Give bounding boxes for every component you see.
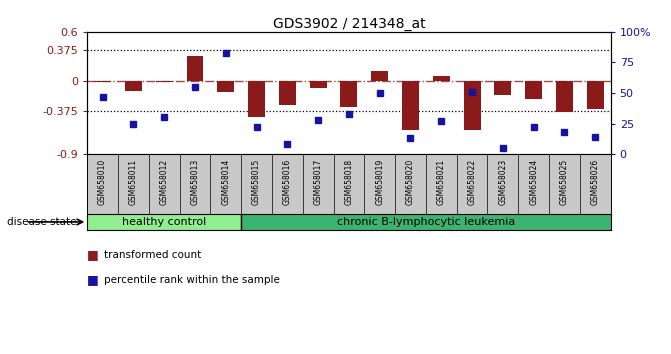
Bar [94, 81, 111, 82]
Text: GSM658023: GSM658023 [499, 159, 507, 205]
Text: GSM658024: GSM658024 [529, 159, 538, 205]
Bar [586, 81, 604, 109]
Text: GSM658015: GSM658015 [252, 159, 261, 205]
Bar [464, 81, 480, 130]
Bar [87, 214, 241, 230]
Text: GSM658021: GSM658021 [437, 159, 446, 205]
Text: GSM658017: GSM658017 [313, 159, 323, 205]
Text: GSM658016: GSM658016 [283, 159, 292, 205]
Bar [495, 81, 511, 95]
Text: healthy control: healthy control [122, 217, 206, 227]
Text: GSM658020: GSM658020 [406, 159, 415, 205]
Text: disease state: disease state [7, 217, 76, 227]
Text: GSM658018: GSM658018 [344, 159, 354, 205]
Text: GSM658022: GSM658022 [468, 159, 476, 205]
Text: GSM658014: GSM658014 [221, 159, 230, 205]
Bar [525, 81, 542, 99]
Bar [433, 76, 450, 81]
Bar [279, 81, 296, 105]
Text: GSM658012: GSM658012 [160, 159, 168, 205]
Bar [556, 81, 573, 112]
Text: percentile rank within the sample: percentile rank within the sample [104, 275, 280, 285]
Text: GSM658013: GSM658013 [191, 159, 199, 205]
Bar [156, 81, 172, 82]
Title: GDS3902 / 214348_at: GDS3902 / 214348_at [272, 17, 425, 31]
Text: GSM658026: GSM658026 [590, 159, 600, 205]
Bar [217, 81, 234, 92]
Text: GSM658011: GSM658011 [129, 159, 138, 205]
Bar [402, 81, 419, 130]
Bar [309, 81, 327, 88]
Bar [371, 71, 388, 81]
Text: GSM658019: GSM658019 [375, 159, 384, 205]
Text: transformed count: transformed count [104, 250, 201, 260]
Bar [187, 56, 203, 81]
Text: GSM658025: GSM658025 [560, 159, 569, 205]
Text: chronic B-lymphocytic leukemia: chronic B-lymphocytic leukemia [337, 217, 515, 227]
Bar [125, 81, 142, 91]
Text: GSM658010: GSM658010 [98, 159, 107, 205]
Text: ■: ■ [87, 273, 99, 286]
Bar [241, 214, 611, 230]
Bar [340, 81, 358, 107]
Text: ■: ■ [87, 249, 99, 261]
Bar [248, 81, 265, 118]
